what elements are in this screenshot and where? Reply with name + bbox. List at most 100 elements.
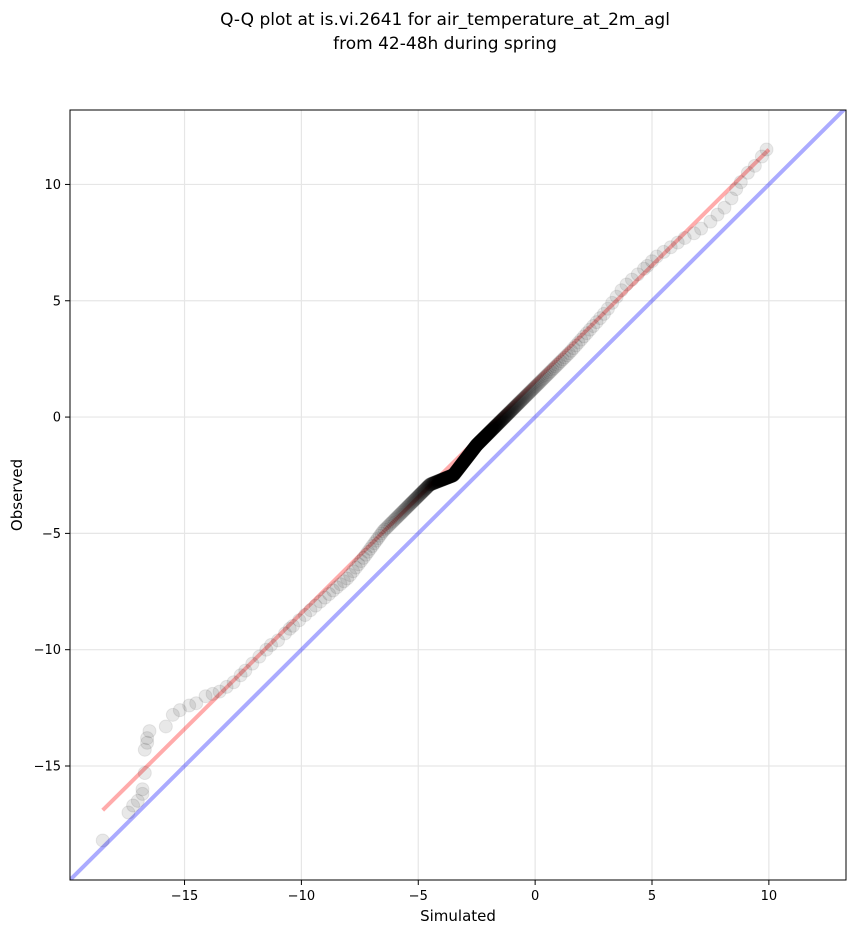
data-point <box>449 463 464 478</box>
data-point <box>469 437 484 452</box>
data-point <box>137 765 152 780</box>
data-point <box>358 547 373 562</box>
data-point <box>412 488 427 503</box>
data-point <box>453 458 468 473</box>
plot-frame <box>69 109 847 881</box>
data-point <box>292 613 307 628</box>
data-point <box>747 158 762 173</box>
data-point <box>489 418 504 433</box>
data-point <box>436 472 451 487</box>
data-point <box>448 465 463 480</box>
data-point <box>444 469 459 484</box>
data-point <box>600 301 615 316</box>
data-point <box>422 477 437 492</box>
data-point <box>637 261 652 276</box>
data-points <box>95 142 774 848</box>
data-point <box>486 420 501 435</box>
data-point <box>457 453 472 468</box>
data-point <box>467 440 482 455</box>
data-point <box>473 434 488 449</box>
data-point <box>479 428 494 443</box>
identity-line-layer <box>70 110 846 880</box>
data-point <box>498 409 513 424</box>
data-point <box>579 326 594 341</box>
data-point <box>500 407 515 422</box>
data-point <box>496 411 511 426</box>
data-point <box>503 404 518 419</box>
data-point <box>463 446 478 461</box>
data-point <box>140 735 155 750</box>
data-point <box>530 377 545 392</box>
data-point <box>348 560 363 575</box>
data-point <box>428 475 443 490</box>
data-point <box>476 431 491 446</box>
identity-line <box>70 110 846 880</box>
data-point <box>476 431 491 446</box>
data-point <box>322 587 337 602</box>
data-point <box>447 466 462 481</box>
data-point <box>454 457 469 472</box>
data-point <box>462 447 477 462</box>
data-point <box>468 439 483 454</box>
data-point <box>670 235 685 250</box>
data-point <box>478 429 493 444</box>
data-point <box>484 423 499 438</box>
data-point <box>411 489 426 504</box>
data-point <box>426 476 441 491</box>
data-point <box>484 423 499 438</box>
data-point <box>514 393 529 408</box>
x-axis-label: Simulated <box>420 907 496 925</box>
data-point <box>380 519 395 534</box>
data-point <box>449 464 464 479</box>
data-point <box>452 459 467 474</box>
data-point <box>754 149 769 164</box>
data-point <box>421 478 436 493</box>
data-point <box>413 486 428 501</box>
data-point <box>469 438 484 453</box>
data-point <box>450 463 465 478</box>
data-point <box>406 493 421 508</box>
data-point <box>472 435 487 450</box>
fit-line <box>101 148 771 812</box>
data-point <box>407 492 422 507</box>
data-point <box>444 468 459 483</box>
data-point <box>343 567 358 582</box>
data-point <box>494 412 509 427</box>
y-tick-label: 10 <box>44 178 61 193</box>
data-point <box>489 418 504 433</box>
data-point <box>454 457 469 472</box>
data-point <box>465 443 480 458</box>
data-point <box>468 439 483 454</box>
x-tick-label: −15 <box>171 889 198 904</box>
data-point <box>507 400 522 415</box>
data-point <box>630 267 645 282</box>
data-point <box>455 456 470 471</box>
data-point <box>441 470 456 485</box>
data-point <box>449 463 464 478</box>
data-point <box>451 461 466 476</box>
data-point <box>497 410 512 425</box>
data-point <box>496 411 511 426</box>
data-point <box>415 485 430 500</box>
data-point <box>465 443 480 458</box>
x-tick-label: 0 <box>531 889 539 904</box>
data-point <box>252 649 267 664</box>
data-point <box>468 439 483 454</box>
data-point <box>165 707 180 722</box>
data-point <box>472 435 487 450</box>
data-point <box>442 469 457 484</box>
y-tick-label: −5 <box>42 527 61 542</box>
y-tick-label: −10 <box>34 643 61 658</box>
data-point <box>483 424 498 439</box>
data-point <box>126 798 141 813</box>
data-point <box>402 497 417 512</box>
y-axis-ticks: −15 −10 −5 0 5 10 <box>34 178 70 775</box>
data-point <box>469 437 484 452</box>
data-point <box>555 352 570 367</box>
data-point <box>596 306 611 321</box>
data-point <box>439 471 454 486</box>
data-point <box>474 432 489 447</box>
data-point <box>457 453 472 468</box>
data-point <box>369 533 384 548</box>
data-point <box>488 419 503 434</box>
